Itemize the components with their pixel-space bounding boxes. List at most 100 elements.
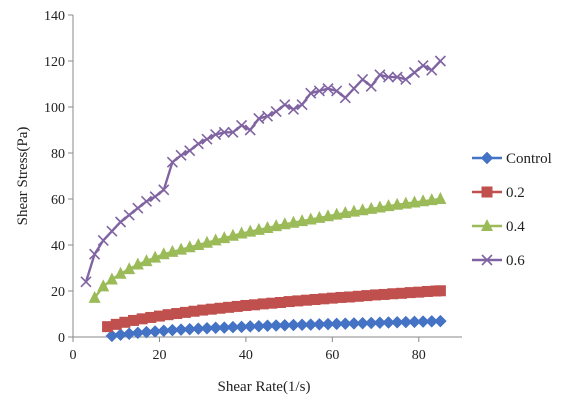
series-0-2-point	[361, 290, 373, 302]
series-control-point	[373, 316, 387, 330]
series-0-4-point	[322, 209, 335, 222]
series-0-4-point	[88, 290, 101, 303]
series-control-point	[278, 318, 292, 332]
series-0-6-point	[357, 73, 369, 85]
series-0-6-point	[279, 99, 291, 111]
series-0-6-point	[89, 248, 101, 260]
series-0-6-point	[192, 138, 204, 150]
series-control-point	[269, 319, 283, 332]
series-control-point	[425, 315, 439, 328]
series-control-point	[356, 316, 369, 330]
series-0-2-point	[110, 318, 122, 330]
series-0-2-point	[266, 297, 278, 309]
series-0-2-point	[335, 291, 347, 303]
series-0-4-point	[244, 224, 257, 237]
series-0-2-point	[119, 316, 131, 328]
series-0-6-point	[296, 99, 308, 111]
series-0-2-point	[171, 308, 183, 320]
series-control	[105, 314, 447, 343]
series-0-6-point	[149, 191, 161, 203]
series-0-6-point	[97, 234, 109, 246]
series-0-2-point	[370, 289, 382, 301]
series-0-4-point	[278, 217, 291, 230]
series-0-2-point	[223, 301, 235, 313]
series-0-4-point	[97, 279, 110, 292]
series-0-6-point	[184, 145, 196, 157]
series-0-6-point	[210, 129, 222, 141]
legend-entry-0-4: 0.4	[472, 219, 525, 235]
y-tick-label: 40	[51, 239, 65, 254]
series-0-6-point	[132, 202, 144, 214]
series-0-4-point	[313, 210, 326, 223]
series-0-6-line	[84, 60, 442, 283]
series-0-6-point	[408, 66, 421, 79]
legend-swatch-marker	[481, 219, 493, 231]
series-0-2-point	[404, 287, 416, 299]
y-tick-label: 20	[51, 285, 65, 300]
series-0-6-point	[365, 80, 377, 92]
series-0-4-point	[356, 203, 369, 216]
series-control-point	[226, 320, 240, 334]
series-0-6-point	[106, 225, 118, 237]
series-0-6-point	[331, 85, 343, 97]
series-0-2-point	[214, 302, 226, 314]
legend-label: 0.6	[506, 253, 525, 269]
series-0-4-point	[365, 201, 378, 214]
series-0-4-point	[105, 272, 118, 285]
series-control-point	[364, 316, 378, 330]
series-0-2-point	[240, 299, 252, 311]
x-tick-label: 40	[239, 348, 253, 363]
series-0-6-point	[391, 71, 403, 83]
series-0-2-point	[102, 321, 114, 333]
series-0-2-point	[352, 290, 364, 302]
series-0-2-point	[292, 295, 304, 307]
series-0-6-point	[236, 119, 248, 131]
series-0-6-point	[305, 87, 317, 99]
series-control-point	[330, 317, 344, 331]
legend-entry-0-2: 0.2	[472, 185, 525, 201]
series-0-6-point	[218, 126, 230, 138]
series-0-2-point	[205, 303, 217, 315]
series-control-point	[243, 320, 257, 333]
legend-swatch-marker	[481, 254, 493, 266]
legend-swatch-marker	[481, 186, 493, 198]
series-0-4-point	[347, 204, 360, 217]
series-0-2-point	[413, 286, 425, 298]
series-0-2-point	[318, 293, 330, 305]
series-control-point	[304, 318, 318, 331]
y-tick-label: 120	[44, 55, 65, 70]
series-0-4-point	[425, 193, 438, 206]
series-0-6-point	[227, 126, 239, 138]
series-0-4-point	[373, 200, 386, 213]
series-0-2-point	[378, 288, 390, 300]
series-0-6-point	[348, 83, 360, 95]
series-control-point	[295, 318, 309, 332]
series-0-4-point	[123, 262, 136, 275]
series-control-point	[321, 317, 335, 331]
series-0-2-point	[249, 299, 261, 311]
x-tick-label: 80	[412, 348, 426, 363]
series-0-2-point	[188, 305, 200, 317]
series-0-2-point	[136, 313, 148, 325]
series-0-6-point	[434, 55, 446, 67]
y-axis-title: Shear Stress(Pa)	[15, 127, 31, 226]
series-0-6-point	[175, 149, 187, 161]
x-tick-label: 20	[152, 348, 166, 363]
series-0-4-point	[408, 195, 421, 208]
series-0-4	[88, 192, 447, 303]
legend-swatch-marker	[480, 151, 494, 165]
series-0-4-point	[434, 192, 447, 204]
series-0-2-point	[300, 294, 312, 306]
series-0-2	[102, 285, 446, 333]
series-0-4-line	[93, 197, 441, 299]
series-0-4-point	[261, 220, 274, 233]
series-0-2-point	[197, 304, 209, 316]
x-tick-label: 0	[70, 348, 77, 363]
x-axis-title: Shear Rate(1/s)	[218, 379, 311, 395]
series-0-6-point	[80, 276, 92, 288]
x-tick-label: 60	[325, 348, 339, 363]
series-0-6-point	[253, 112, 265, 125]
series-0-2-point	[274, 297, 286, 308]
series-0-4-point	[399, 196, 412, 209]
